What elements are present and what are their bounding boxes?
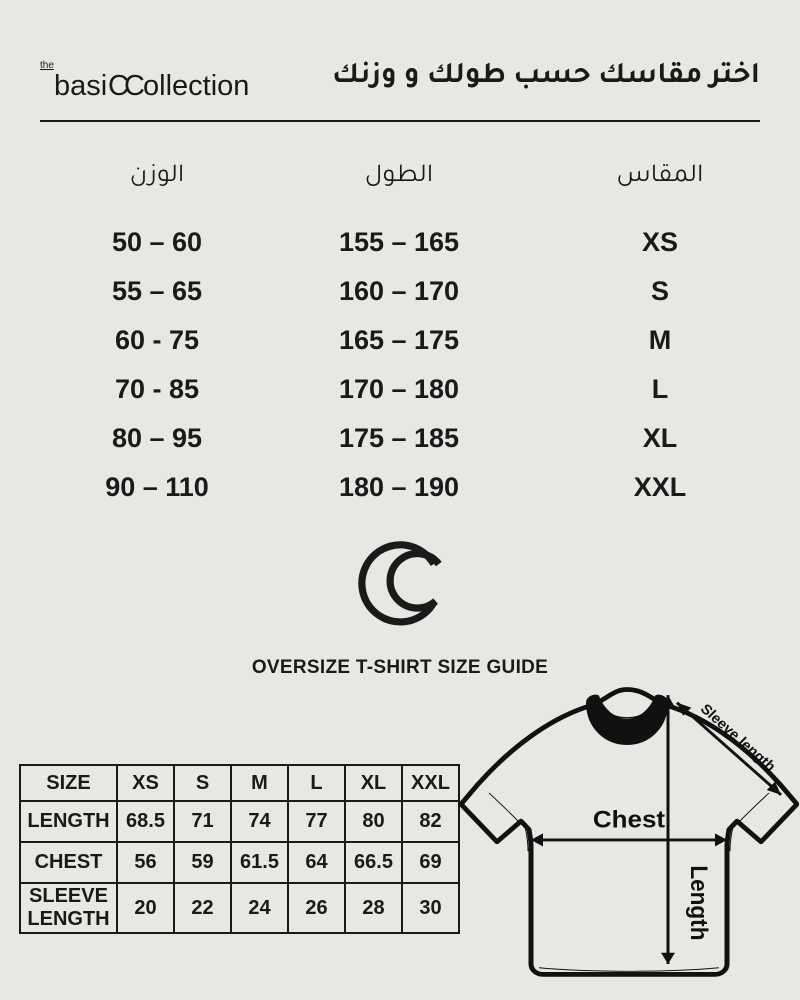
svg-text:Chest: Chest [593, 806, 666, 833]
svg-text:Length: Length [686, 865, 713, 940]
